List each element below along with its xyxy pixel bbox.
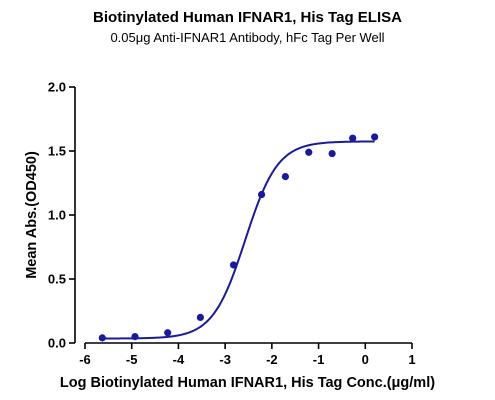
x-tick-label: -5 [126, 352, 138, 367]
data-point [196, 313, 204, 321]
y-tick-label: 1.0 [48, 208, 66, 223]
x-tick-label: 1 [408, 352, 415, 367]
y-tick-label: 2.0 [48, 80, 66, 95]
data-point [371, 133, 379, 141]
data-point [131, 333, 139, 341]
chart-title: Biotinylated Human IFNAR1, His Tag ELISA [93, 9, 402, 26]
data-point [257, 190, 266, 199]
data-point [229, 261, 238, 269]
y-tick-label: 0.0 [48, 336, 66, 351]
x-tick-label: -2 [266, 352, 278, 367]
x-tick-label: -4 [173, 352, 185, 367]
data-point [164, 329, 172, 337]
chart-subtitle: 0.05μg Anti-IFNAR1 Antibody, hFc Tag Per… [110, 30, 384, 45]
data-point [281, 173, 290, 181]
x-axis-title: Log Biotinylated Human IFNAR1, His Tag C… [60, 375, 435, 391]
data-point [349, 134, 357, 142]
x-tick-label: -1 [313, 352, 325, 367]
x-tick-label: 0 [362, 352, 369, 367]
y-tick-label: 1.5 [48, 144, 66, 159]
x-tick-label: -6 [79, 352, 91, 367]
data-point [98, 334, 106, 342]
plot-area: 0.0 0.5 1.0 1.5 2.0 -6 -5 -4 -3 -2 -1 0 1 [48, 80, 416, 368]
fit-curve [102, 140, 375, 340]
x-tick-label: -3 [219, 352, 231, 367]
y-axis-title: Mean Abs.(OD450) [24, 151, 40, 279]
y-tick-label: 0.5 [48, 272, 66, 287]
data-point [305, 148, 313, 156]
data-point [328, 149, 336, 158]
